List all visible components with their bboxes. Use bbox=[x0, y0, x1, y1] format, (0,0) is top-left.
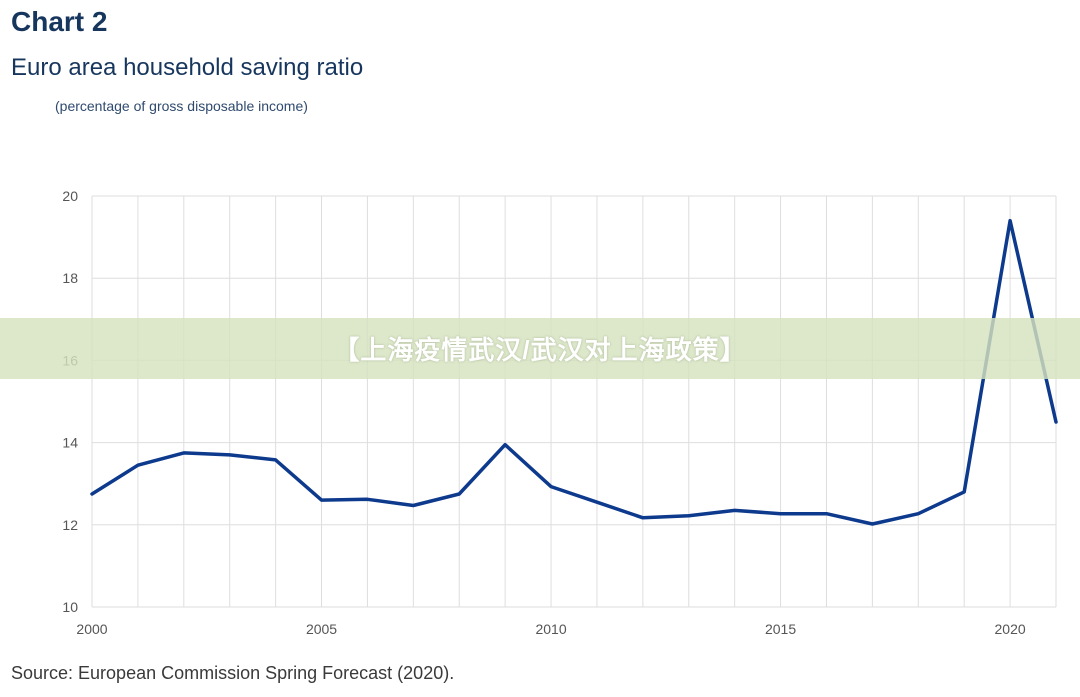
series-line bbox=[90, 218, 1058, 526]
axis-layer: 10121416182020002005201020152020 bbox=[62, 188, 1025, 637]
x-tick-label: 2000 bbox=[76, 621, 107, 637]
chart-subtitle: Euro area household saving ratio bbox=[11, 54, 364, 81]
source-note: Source: European Commission Spring Forec… bbox=[11, 663, 455, 683]
y-tick-label: 12 bbox=[62, 517, 78, 533]
banner-text: 【上海疫情武汉/武汉对上海政策】 bbox=[333, 335, 747, 365]
watermark-banner: 【上海疫情武汉/武汉对上海政策】 bbox=[0, 318, 1080, 379]
x-tick-label: 2010 bbox=[535, 621, 566, 637]
y-tick-label: 10 bbox=[62, 599, 78, 615]
y-tick-label: 14 bbox=[62, 435, 78, 451]
series-layer bbox=[90, 218, 1058, 526]
y-tick-label: 20 bbox=[62, 188, 78, 204]
chart-title: Chart 2 bbox=[11, 6, 108, 37]
unit-note: (percentage of gross disposable income) bbox=[55, 98, 308, 114]
x-tick-label: 2015 bbox=[765, 621, 796, 637]
grid-layer bbox=[91, 195, 1057, 608]
y-tick-label: 18 bbox=[62, 270, 78, 286]
x-tick-label: 2020 bbox=[995, 621, 1026, 637]
x-tick-label: 2005 bbox=[306, 621, 337, 637]
